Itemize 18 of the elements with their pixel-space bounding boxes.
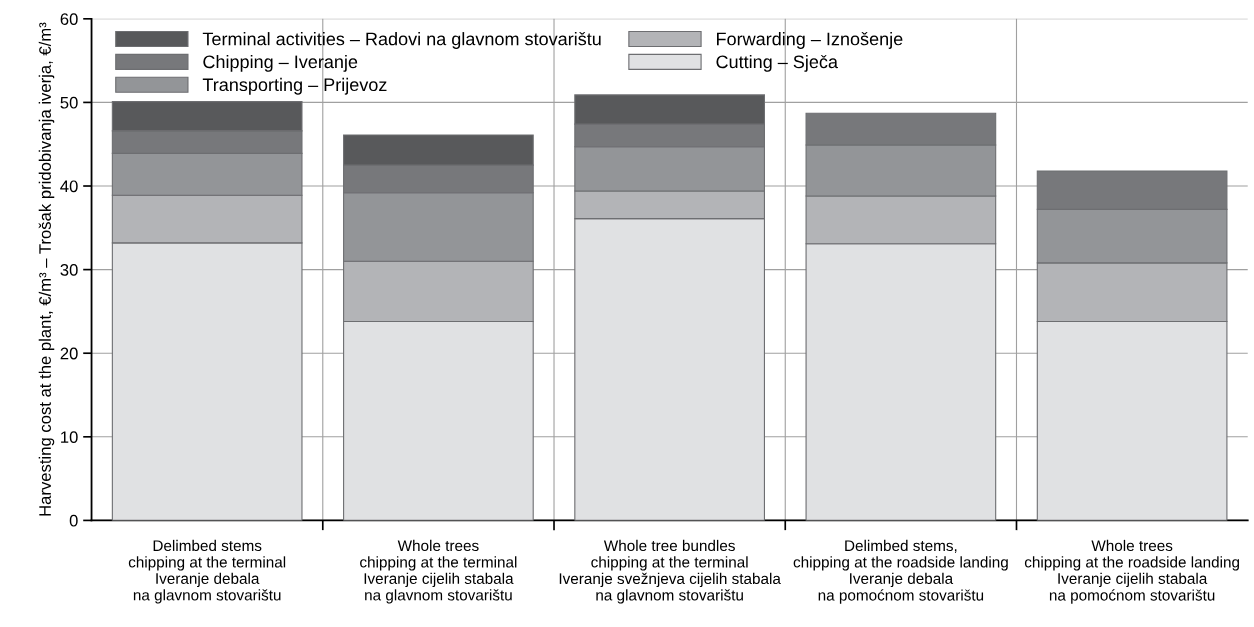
x-tick-label: Delimbed stems chipping at the terminal Iveranje debala na glavnom stovarištu	[128, 539, 286, 604]
y-tick-label: 0	[69, 514, 78, 527]
x-tick-label: Whole tree bundles chipping at the terminal Iveranje svežnjeva cijelih stabala na glavnom stovarištu	[559, 539, 781, 604]
x-tick-label: Whole trees chipping at the roadside landing Iveranje cijelih stabala na pomoćnom stovarištu	[1024, 539, 1240, 604]
y-tick-label: 50	[60, 96, 78, 109]
y-tick-label: 10	[61, 431, 78, 444]
y-tick-label: 40	[60, 180, 78, 193]
x-tick-label: Whole trees chipping at the terminal Iveranje cijelih stabala na glavnom stovarištu	[360, 539, 517, 604]
y-axis-title: Harvesting cost at the plant, €/m³ – Trošak pridobivanja iverja, €/m³	[38, 22, 55, 516]
x-tick-label: Delimbed stems, chipping at the roadside landing Iveranje debala na pomoćnom stovarištu	[793, 539, 1008, 604]
y-tick-label: 60	[60, 13, 78, 26]
legend-label: Forwarding – Iznošenje	[717, 32, 903, 49]
legend-label: Chipping – Iveranje	[203, 54, 358, 72]
legend-label: Terminal activities – Radovi na glavnom stovarištu	[202, 32, 601, 49]
legend-label: Cutting – Sječa	[716, 54, 838, 72]
legend-label: Transporting – Prijevoz	[202, 77, 387, 95]
y-tick-label: 30	[60, 264, 78, 276]
y-tick-label: 20	[60, 347, 78, 360]
